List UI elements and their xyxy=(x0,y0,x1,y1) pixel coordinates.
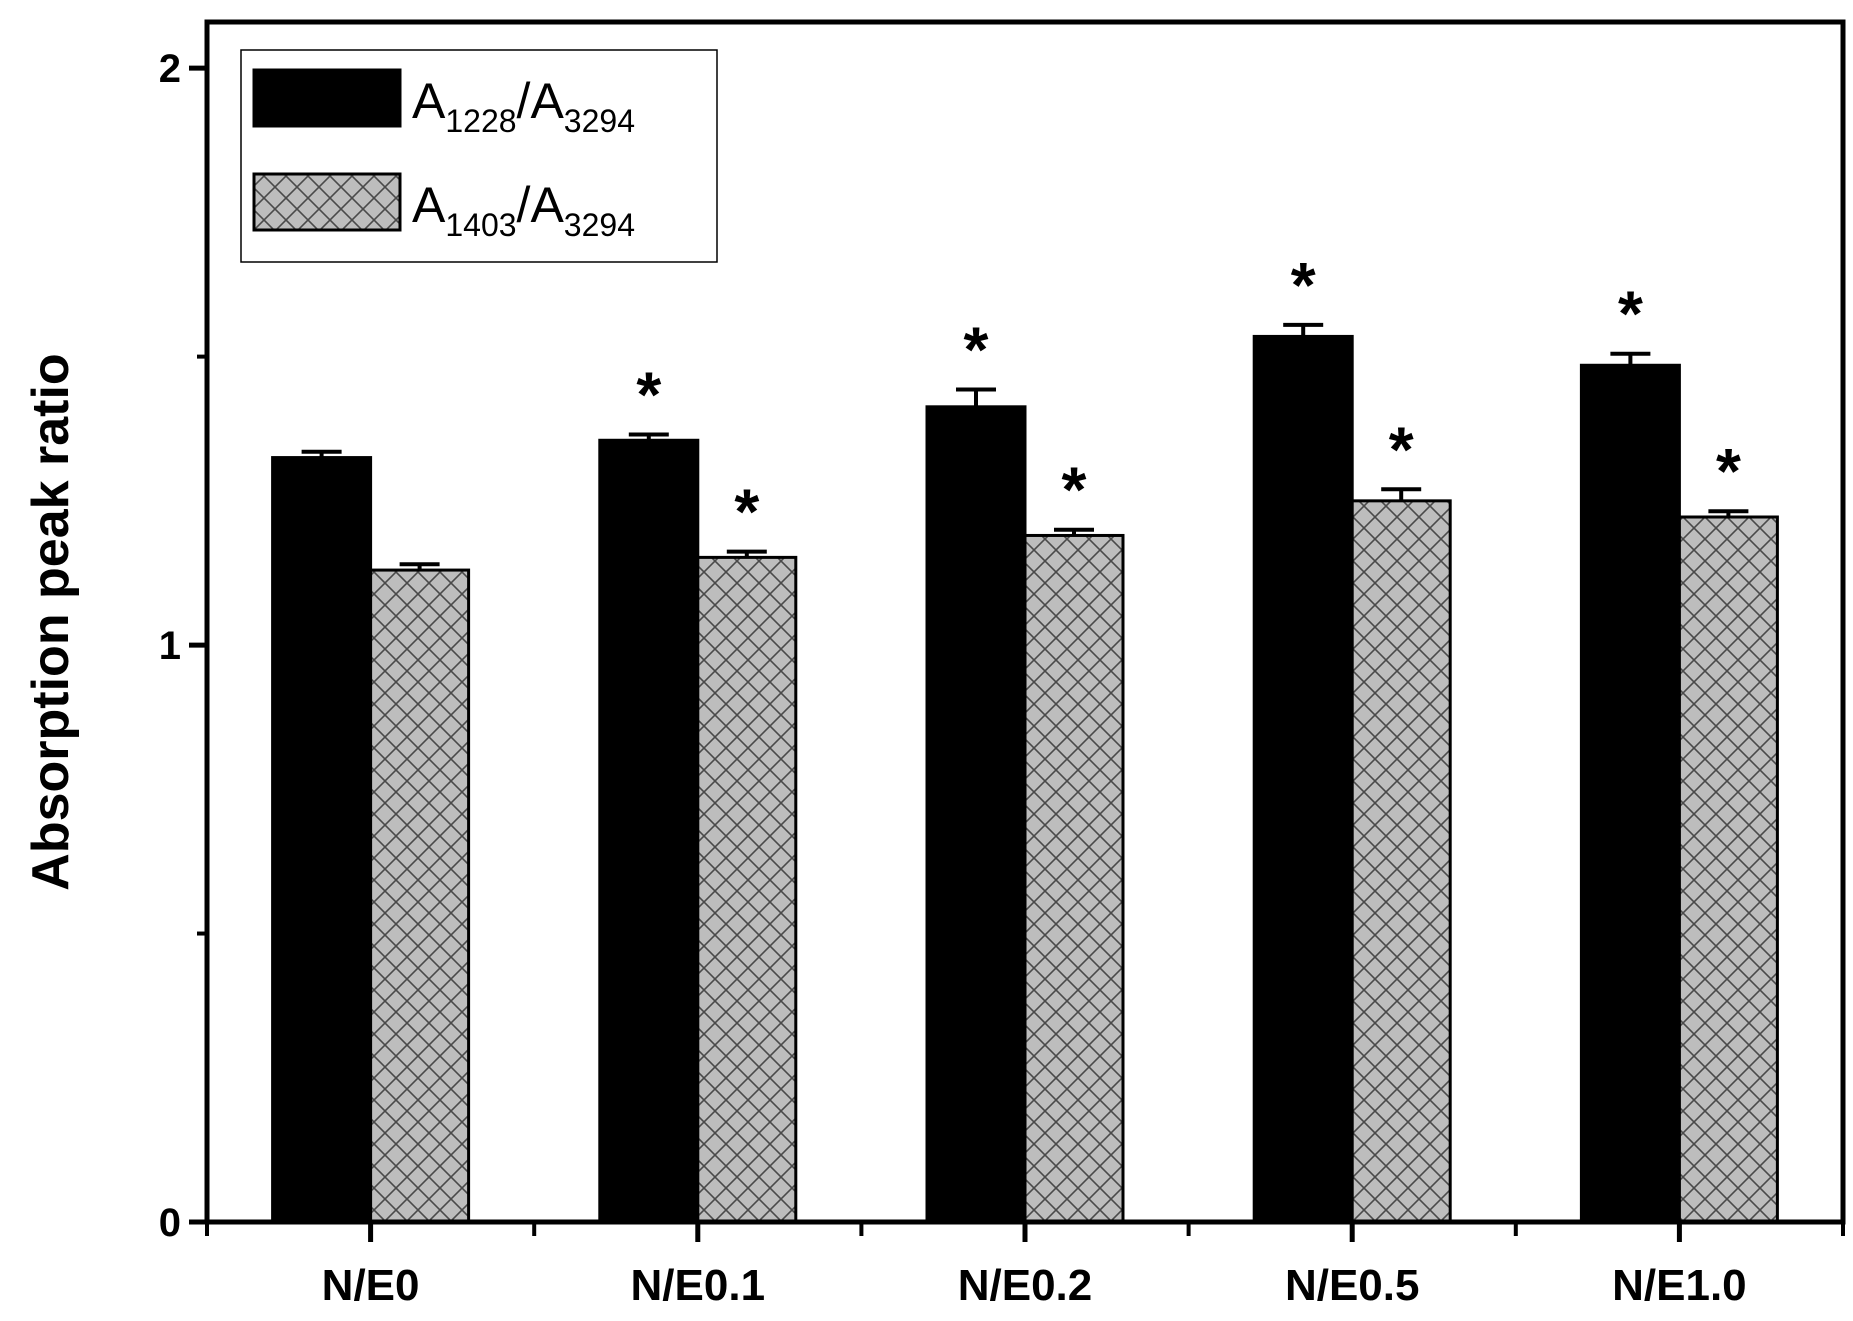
significance-star-0-4: * xyxy=(1618,278,1643,350)
legend-swatch-a1403 xyxy=(252,172,402,232)
x-tick-label-1: N/E0.1 xyxy=(631,1261,766,1310)
x-tick-label-3: N/E0.5 xyxy=(1285,1261,1420,1310)
y-tick-label-2: 2 xyxy=(159,47,181,91)
legend: A1228/A3294 A1403/A3294 xyxy=(240,49,718,263)
significance-star-0-3: * xyxy=(1291,249,1316,321)
bar-a1228-0 xyxy=(271,456,373,1224)
y-tick-label-1: 1 xyxy=(159,624,181,668)
bar-a1403-1 xyxy=(696,555,798,1224)
significance-star-0-2: * xyxy=(964,314,989,386)
x-tick-label-2: N/E0.2 xyxy=(958,1261,1093,1310)
error-bars-layer xyxy=(301,322,1749,571)
x-tick-label-4: N/E1.0 xyxy=(1612,1261,1747,1310)
y-axis-label: Absorption peak ratio xyxy=(22,353,80,890)
significance-star-0-1: * xyxy=(636,359,661,431)
bar-a1403-0 xyxy=(369,568,471,1224)
bar-a1403-2 xyxy=(1023,533,1125,1224)
x-axis: N/E0 N/E0.1 N/E0.2 N/E0.5 N/E1.0 xyxy=(205,1222,1845,1310)
bars-layer xyxy=(271,334,1779,1224)
bar-a1403-4 xyxy=(1677,515,1779,1224)
bar-a1228-4 xyxy=(1579,363,1681,1224)
legend-swatch-a1228 xyxy=(252,68,402,128)
y-tick-label-0: 0 xyxy=(159,1201,181,1245)
bar-a1403-3 xyxy=(1350,499,1452,1224)
legend-label-a1403: A1403/A3294 xyxy=(412,177,635,243)
bar-a1228-1 xyxy=(598,438,700,1224)
legend-label-a1228: A1228/A3294 xyxy=(412,73,635,139)
significance-star-1-1: * xyxy=(734,476,759,548)
bar-a1228-2 xyxy=(925,405,1027,1224)
significance-star-1-2: * xyxy=(1062,454,1087,526)
significance-star-1-3: * xyxy=(1389,413,1414,485)
significance-star-1-4: * xyxy=(1716,435,1741,507)
y-axis: 0 1 2 xyxy=(159,47,207,1245)
significance-layer: * * * * * * * * xyxy=(636,249,1741,548)
bar-a1228-3 xyxy=(1252,334,1354,1224)
x-tick-label-0: N/E0 xyxy=(322,1261,420,1310)
